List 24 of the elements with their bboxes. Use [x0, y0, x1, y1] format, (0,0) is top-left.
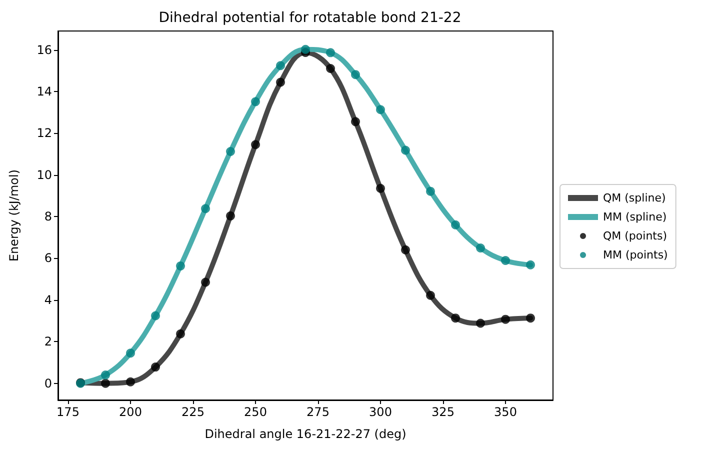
y-tick-label: 10	[36, 168, 52, 182]
x-axis-title: Dihedral angle 16-21-22-27 (deg)	[204, 427, 406, 441]
x-tick-label: 325	[432, 405, 454, 419]
x-tick-label: 350	[494, 405, 517, 419]
x-tick-label: 175	[56, 405, 80, 419]
y-tick-label: 8	[44, 210, 52, 224]
x-tick-label: 300	[369, 405, 392, 419]
y-tick-label: 4	[44, 292, 52, 307]
legend-label: MM (points)	[603, 248, 668, 262]
legend-label: QM (points)	[603, 230, 668, 242]
y-tick-label: 0	[44, 376, 52, 390]
legend-label: MM (spline)	[603, 210, 667, 224]
legend-label: QM (spline)	[603, 192, 666, 204]
y-tick-label: 2	[44, 334, 52, 349]
x-tick-label: 275	[306, 405, 330, 419]
y-tick-label: 6	[44, 251, 52, 266]
y-tick-label: 12	[36, 126, 52, 140]
x-tick-label: 250	[244, 405, 267, 419]
chart-title: Dihedral potential for rotatable bond 21-22	[158, 10, 462, 26]
y-tick-label: 16	[36, 42, 52, 57]
y-axis-title: Energy (kJ/mol)	[7, 169, 21, 262]
y-tick-label: 14	[36, 84, 52, 98]
x-tick-label: 225	[182, 405, 204, 419]
x-tick-label: 200	[119, 405, 142, 419]
